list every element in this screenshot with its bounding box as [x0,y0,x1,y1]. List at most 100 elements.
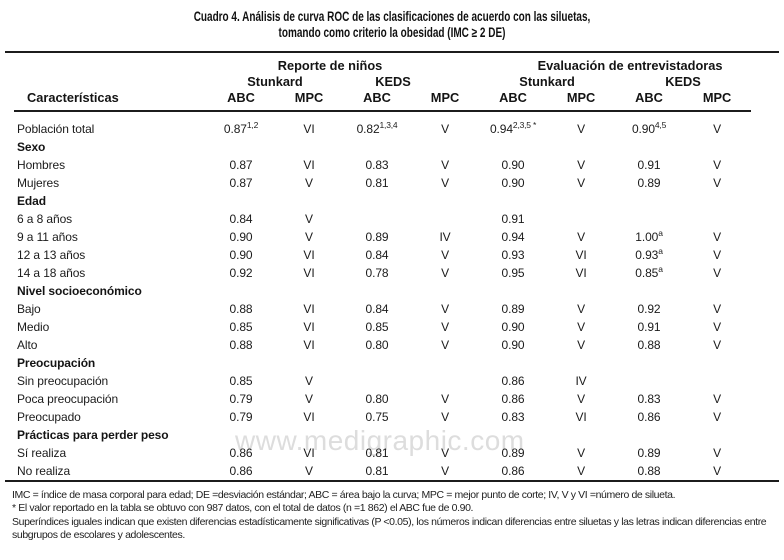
section-row: Prácticas para perder peso [14,426,751,444]
value-cell: 0.86 [501,374,525,388]
superscript: a [658,228,663,238]
value-cell: V [577,302,585,316]
value-cell: 0.89 [501,446,525,460]
group-header-row: Reporte de niños Evaluación de entrevist… [14,53,751,74]
superscript: 4,5 [654,120,667,130]
value-cell [343,210,411,228]
value-cell: 0.84 [229,212,253,226]
superscript: 1,2 [246,120,259,130]
table-body: Población total 0.871,2 VI 0.821,3,4 V 0.942,… [14,111,751,480]
row-label: Bajo [17,302,41,316]
table-row: Bajo 0.88 VI 0.84 V 0.89 V 0.92 V [14,300,751,318]
value-cell: 0.92 [229,266,253,280]
row-label: No realiza [17,464,71,478]
superscript: 1,3,4 [379,120,398,130]
column-header-abc-2: ABC [343,90,411,112]
column-header-mpc-1: MPC [275,90,343,112]
value-cell: VI [575,248,587,262]
value-cell: V [713,302,721,316]
value-cell [615,210,683,228]
scale-header-keds-ninos: KEDS [375,74,411,89]
section-label: Prácticas para perder peso [17,428,169,442]
section-row: Sexo [14,138,751,156]
value-cell: 0.88 [229,338,253,352]
value-cell: 0.84 [365,248,389,262]
row-label: 6 a 8 años [17,212,73,226]
row-label: Hombres [17,158,65,172]
table-title: Cuadro 4. Análisis de curva ROC de las c… [102,0,682,41]
group-header-evaluacion-entrevistadoras: Evaluación de entrevistadoras [537,58,723,73]
value-cell: V [441,248,449,262]
group-header-reporte-ninos: Reporte de niños [277,58,383,73]
value-cell: V [305,464,313,478]
value-cell: VI [303,122,315,136]
value-cell: V [713,230,721,244]
value-cell: 0.83 [637,392,661,406]
row-label: Sin preocupación [17,374,109,388]
footnote-asterisk: * El valor reportado en la tabla se obtu… [12,502,474,515]
superscript: a [658,264,663,274]
value-cell: 0.81 [365,446,389,460]
value-cell: 0.821,3,4 [356,120,398,136]
value-cell: V [441,464,449,478]
value-cell: V [577,392,585,406]
value-cell: VI [303,266,315,280]
value-cell: 0.904,5 [631,120,667,136]
row-label: Preocupado [17,410,81,424]
table-row: Sí realiza 0.86 VI 0.81 V 0.89 V 0.89 V [14,444,751,462]
value-cell: V [713,248,721,262]
value-cell: V [441,158,449,172]
value-cell: 0.91 [637,158,661,172]
value-cell [615,372,683,390]
table-row: Sin preocupación 0.85 V 0.86 IV [14,372,751,390]
value-cell: 0.86 [229,446,253,460]
value-cell: V [713,158,721,172]
value-cell: V [577,158,585,172]
value-cell: V [441,122,449,136]
table-row: No realiza 0.86 V 0.81 V 0.86 V 0.88 V [14,462,751,480]
column-header-mpc-2: MPC [411,90,480,112]
value-cell: VI [303,248,315,262]
value-cell: 0.85 [229,374,253,388]
value-cell: 0.90 [501,158,525,172]
roc-analysis-table: Reporte de niños Evaluación de entrevist… [14,53,752,480]
table-header: Reporte de niños Evaluación de entrevist… [14,53,752,112]
value-cell [683,372,751,390]
section-row: Nivel socioeconómico [14,282,751,300]
watermark: www.medigraphic.com [235,425,525,456]
value-cell: 0.81 [365,464,389,478]
value-cell [343,372,411,390]
row-label: 14 a 18 años [17,266,86,280]
value-cell: V [441,176,449,190]
value-cell: IV [439,230,451,244]
value-cell: 0.89 [365,230,389,244]
table-row: Alto 0.88 VI 0.80 V 0.90 V 0.88 V [14,336,751,354]
value-cell: 0.84 [365,302,389,316]
value-cell: 0.91 [501,212,525,226]
value-cell: V [577,338,585,352]
scale-header-stunkard-entrevistadoras: Stunkard [519,74,575,89]
value-cell: V [713,392,721,406]
column-header-row: Características ABC MPC ABC MPC ABC MPC … [14,90,752,112]
table-row: Mujeres 0.87 V 0.81 V 0.90 V 0.89 V [14,174,751,192]
table-row: 14 a 18 años 0.92 VI 0.78 V 0.95 VI 0.85a V [14,264,751,282]
table-row: 6 a 8 años 0.84 V 0.91 [14,210,751,228]
column-header-abc-1: ABC [207,90,275,112]
value-cell: 0.94 [501,230,525,244]
value-cell: V [713,320,721,334]
value-cell: 0.90 [229,230,253,244]
column-header-mpc-4: MPC [683,90,752,112]
value-cell: V [577,446,585,460]
superscript: a [658,246,663,256]
section-label: Nivel socioeconómico [17,284,142,298]
value-cell: 0.85a [635,264,663,280]
value-cell: 0.83 [501,410,525,424]
value-cell: V [441,410,449,424]
table-container: www.medigraphic.com Reporte de niños Eva… [5,51,779,482]
value-cell: V [305,212,313,226]
value-cell: 0.89 [637,176,661,190]
value-cell: 0.85 [365,320,389,334]
value-cell: 0.93a [635,246,663,262]
value-cell: 0.88 [229,302,253,316]
value-cell: VI [575,266,587,280]
